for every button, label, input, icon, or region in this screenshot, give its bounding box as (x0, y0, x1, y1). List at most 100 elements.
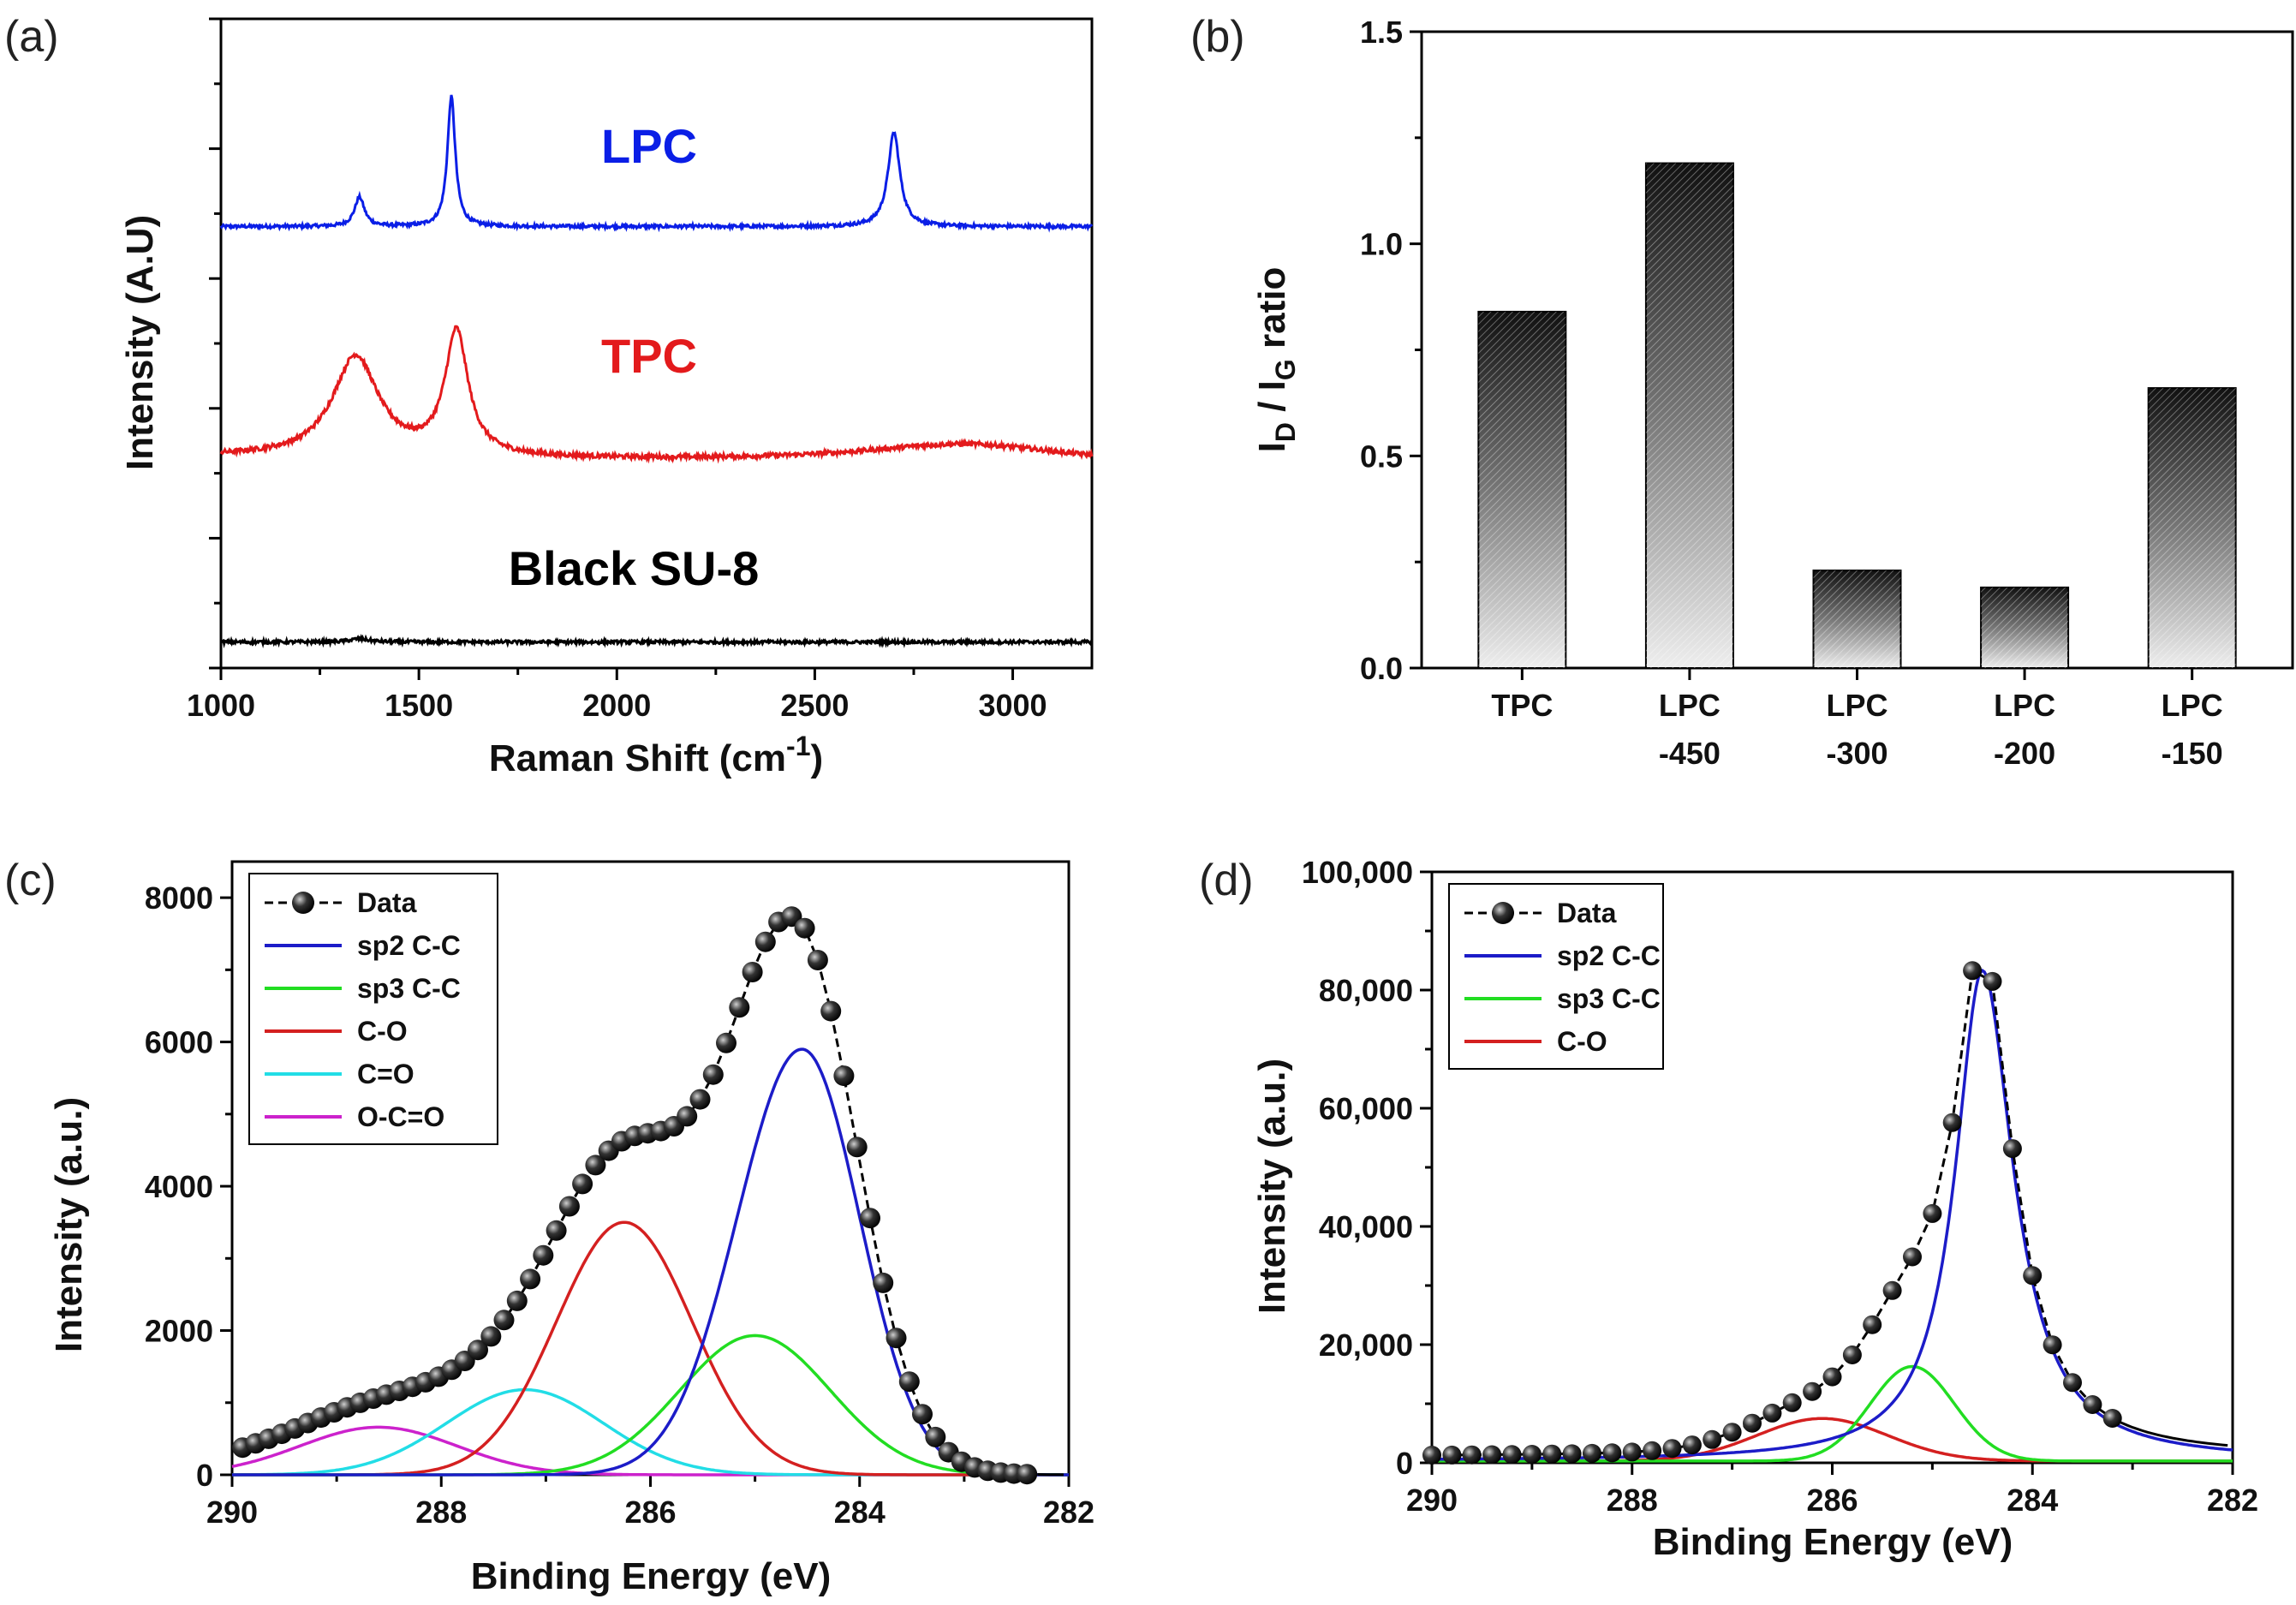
x-tick-label: LPC (1659, 688, 1721, 723)
x-tick-label: 1500 (385, 688, 453, 723)
y-tick-label: 80,000 (1319, 973, 1413, 1008)
data-point (1703, 1429, 1722, 1449)
data-point (807, 950, 828, 970)
legend-box (248, 873, 498, 1145)
panel-b-label: (b) (1190, 12, 1245, 62)
data-point (506, 1290, 528, 1311)
x-tick-label: -300 (1826, 736, 1887, 771)
raman-line-lpc (219, 94, 1094, 233)
legend-label-o-c-o: O-C=O (357, 1101, 444, 1132)
x-tick-label: 284 (2007, 1483, 2058, 1518)
x-tick-label: -200 (1994, 736, 2055, 771)
panel-c-legend: Data sp2 C-C sp3 C-C C-O C=O O-C=O (248, 873, 498, 1145)
y-tick-label: 40,000 (1319, 1209, 1413, 1244)
panel-b-ylabel-sub-d: D (1270, 422, 1301, 442)
series-label-tpc: TPC (601, 329, 697, 383)
panel-d-series (1422, 961, 2233, 1465)
legend-label-c-o: C-O (1557, 1026, 1607, 1057)
data-point (1522, 1445, 1542, 1464)
y-tick-label: 20,000 (1319, 1328, 1413, 1363)
data-point (729, 997, 750, 1018)
panel-b-ylabel-sub-g: G (1270, 359, 1301, 380)
panel-b-id-ig-ratio: (b) 0.0 0.5 1.0 1.5 TPC LPC -450 LPC -300 LPC -20… (1190, 12, 2294, 771)
x-tick-label: -150 (2162, 736, 2223, 771)
panel-d-y-ticks: 0 20,000 40,000 60,000 80,000 100,000 (1302, 855, 1432, 1481)
bar-hatch (1813, 570, 1901, 668)
data-point (742, 962, 763, 982)
x-tick-label: 2500 (780, 688, 849, 723)
data-point (1482, 1445, 1502, 1465)
data-point (794, 917, 815, 939)
panel-d-label: (d) (1199, 856, 1254, 905)
x-tick-label: LPC (1827, 688, 1888, 723)
panel-b-y-axis-title: ID / IG ratio (1251, 267, 1301, 453)
panel-d-x-ticks: 290 288 286 284 282 (1406, 1463, 2258, 1518)
x-tick-label: 2000 (582, 688, 651, 723)
panel-b-y-ticks: 0.0 0.5 1.0 1.5 (1360, 15, 1422, 686)
x-tick-label: LPC (2162, 688, 2223, 723)
x-tick-label: 290 (206, 1495, 258, 1530)
series-label-lpc: LPC (601, 119, 697, 173)
series-label-black-su8: Black SU-8 (509, 541, 760, 595)
data-point (898, 1371, 920, 1393)
x-tick-label: 288 (415, 1495, 467, 1530)
raman-line-tpc (219, 325, 1094, 464)
data-point (1422, 1446, 1441, 1465)
data-point (925, 1426, 946, 1447)
x-tick-label: LPC (1994, 688, 2055, 723)
panel-c-x-ticks: 290 288 286 284 282 (206, 1475, 1094, 1530)
y-tick-label: 0 (196, 1458, 213, 1493)
data-point (1782, 1393, 1802, 1412)
panel-d-xps-spectrum: (d) 0 20,000 40,000 60,000 80,000 100,000 290… (1199, 855, 2258, 1563)
y-tick-label: 2000 (145, 1314, 213, 1349)
panel-a-y-axis-title: Intensity (A.U) (119, 215, 161, 470)
panel-d-x-axis-title: Binding Energy (eV) (1653, 1521, 2013, 1563)
y-tick-label: 4000 (145, 1169, 213, 1204)
data-tail-line (2112, 1417, 2228, 1447)
data-point (1542, 1444, 1562, 1464)
data-point (1462, 1445, 1482, 1465)
bar-hatch (1981, 587, 2069, 668)
panel-c-label: (c) (4, 856, 57, 905)
panel-a-raman-spectra: (a) 1000 1500 2000 2500 3000 LPC TPC Black S… (4, 12, 1094, 779)
data-point (1442, 1445, 1462, 1465)
panel-d-legend: Data sp2 C-C sp3 C-C C-O (1448, 883, 1664, 1070)
panel-a-xlabel-main: Raman Shift (cm (489, 737, 786, 779)
legend-swatch-marker (292, 892, 314, 914)
panel-c-series (231, 906, 1069, 1485)
data-point (912, 1404, 933, 1425)
panel-d-y-axis-title: Intensity (a.u.) (1251, 1059, 1293, 1314)
data-point (1622, 1442, 1642, 1462)
legend-label-sp3-c-c: sp3 C-C (357, 973, 461, 1004)
x-tick-label: -450 (1659, 736, 1721, 771)
data-point (1942, 1113, 1962, 1132)
panel-a-xlabel-sup: -1 (786, 731, 810, 761)
legend-label-c-o: C-O (357, 1016, 408, 1047)
data-point (493, 1310, 515, 1331)
data-point (546, 1220, 567, 1241)
legend-label-sp2-c-c: sp2 C-C (1557, 940, 1661, 971)
panel-b-bars (1477, 162, 2237, 669)
panel-c-xps-spectrum: (c) 0 2000 4000 6000 8000 290 288 286 284 282 Da… (4, 856, 1094, 1597)
panel-b-ylabel-end: ratio (1251, 267, 1293, 360)
legend-label-data: Data (357, 887, 417, 918)
y-tick-label: 1.5 (1360, 15, 1403, 50)
panel-b-ylabel-main: I (1251, 442, 1293, 452)
y-tick-label: 1.0 (1360, 227, 1403, 262)
data-point (1502, 1445, 1522, 1465)
raman-line-black-su-8 (219, 633, 1093, 649)
bar-hatch (1478, 311, 1566, 668)
data-point (846, 1137, 868, 1158)
panel-b-ylabel-mid: / I (1251, 380, 1293, 422)
data-point (2102, 1409, 2122, 1428)
data-point (1662, 1439, 1682, 1459)
data-point (1903, 1247, 1922, 1267)
x-tick-label: 290 (1406, 1483, 1458, 1518)
x-tick-label: TPC (1491, 688, 1553, 723)
panel-a-x-ticks: 1000 1500 2000 2500 3000 (187, 668, 1047, 723)
y-tick-label: 0 (1396, 1446, 1413, 1481)
y-tick-label: 8000 (145, 880, 213, 916)
data-point (833, 1065, 855, 1087)
y-tick-label: 100,000 (1302, 855, 1413, 890)
y-tick-label: 0.0 (1360, 651, 1403, 686)
